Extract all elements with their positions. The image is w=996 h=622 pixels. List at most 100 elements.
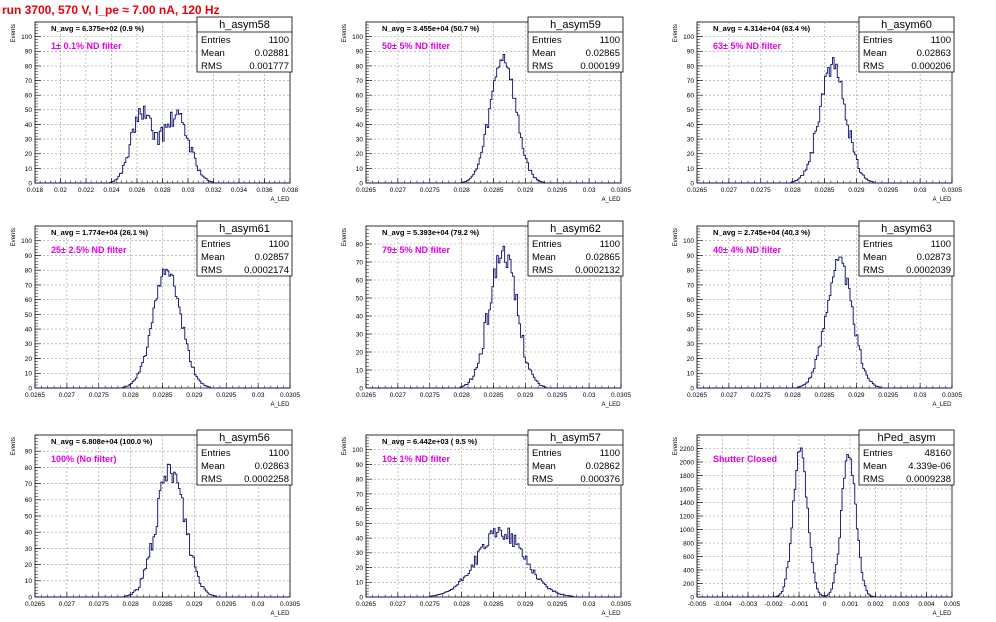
histogram-name: h_asym59 (550, 19, 601, 31)
stat-value: 1100 (600, 239, 620, 250)
x-tick-label: 0.018 (27, 187, 44, 194)
y-axis-label: Events (673, 437, 679, 455)
x-tick-label: 0.004 (918, 601, 935, 608)
y-tick-label: 100 (683, 34, 694, 41)
stat-value: 0.02863 (917, 48, 951, 59)
y-tick-label: 20 (356, 565, 364, 572)
stat-value: 0.02881 (255, 48, 289, 59)
x-axis-label: A_LED (270, 611, 290, 617)
x-tick-label: -0.001 (790, 601, 809, 608)
y-tick-label: 2000 (680, 459, 695, 466)
x-tick-label: 0.027 (59, 392, 76, 399)
histogram-line-hPed_asym (697, 447, 952, 598)
stat-label: Entries (201, 35, 231, 46)
x-tick-label: 0.028 (154, 187, 171, 194)
y-tick-label: 70 (356, 259, 364, 266)
y-tick-label: 800 (683, 540, 694, 547)
x-tick-label: 0.029 (186, 392, 203, 399)
y-tick-label: 1200 (680, 513, 695, 520)
y-tick-label: 40 (25, 326, 33, 333)
x-tick-label: 0.028 (122, 601, 139, 608)
y-tick-label: 90 (356, 49, 364, 56)
y-tick-label: 50 (25, 312, 33, 319)
x-tick-label: 0 (823, 601, 827, 608)
stat-value: 1100 (600, 448, 620, 459)
stats-box (858, 220, 955, 277)
x-tick-label: 0.0275 (751, 392, 771, 399)
y-tick-label: 90 (25, 49, 33, 56)
filter-note: 10± 1% ND filter (382, 454, 450, 464)
x-tick-label: 0.032 (205, 187, 222, 194)
stat-label: Mean (201, 461, 225, 472)
navg-label: N_avg = 6.442e+03 ( 9.5 %) (382, 437, 478, 446)
y-tick-label: 60 (356, 277, 364, 284)
filter-note: Shutter Closed (713, 454, 777, 464)
x-axis-label: A_LED (932, 402, 952, 408)
y-tick-label: 60 (25, 93, 33, 100)
y-tick-label: 10 (687, 371, 695, 378)
stat-value: 48160 (925, 448, 951, 459)
stats-box (527, 16, 624, 73)
navg-label: N_avg = 4.314e+04 (63.4 %) (713, 24, 811, 33)
stat-label: RMS (863, 265, 884, 276)
stat-value: 1100 (931, 239, 951, 250)
y-tick-label: 10 (25, 166, 33, 173)
y-tick-label: 1400 (680, 500, 695, 507)
y-tick-label: 0 (359, 385, 363, 392)
y-tick-label: 100 (352, 34, 363, 41)
stat-label: Mean (863, 252, 887, 263)
y-tick-label: 20 (25, 356, 33, 363)
x-tick-label: 0.0265 (25, 601, 45, 608)
navg-label: N_avg = 5.393e+04 (79.2 %) (382, 228, 480, 237)
stat-value: 0.0002039 (906, 265, 951, 276)
stat-label: RMS (863, 474, 884, 485)
histogram-line-h_asym60 (697, 57, 952, 184)
x-tick-label: 0.036 (256, 187, 273, 194)
stat-label: RMS (201, 265, 222, 276)
y-tick-label: 1800 (680, 473, 695, 480)
stats-box (196, 220, 293, 277)
y-tick-label: 100 (21, 34, 32, 41)
y-tick-label: 0 (359, 594, 363, 601)
stat-label: RMS (201, 474, 222, 485)
stat-label: RMS (532, 61, 553, 72)
y-axis-label: Events (11, 228, 17, 246)
x-tick-label: 0.027 (721, 187, 738, 194)
x-tick-label: 0.0285 (484, 601, 504, 608)
stat-label: Mean (863, 48, 887, 59)
x-tick-label: 0.005 (944, 601, 961, 608)
y-tick-label: 0 (28, 385, 32, 392)
stat-value: 0.02862 (586, 461, 620, 472)
y-tick-label: 0 (28, 180, 32, 187)
y-tick-label: 10 (687, 166, 695, 173)
stat-label: Mean (201, 48, 225, 59)
y-tick-label: 40 (356, 535, 364, 542)
y-tick-label: 50 (25, 513, 33, 520)
stat-value: 0.000376 (580, 474, 620, 485)
y-tick-label: 30 (25, 136, 33, 143)
x-tick-label: 0.02 (54, 187, 67, 194)
x-tick-label: 0.028 (784, 392, 801, 399)
stat-value: 1100 (269, 35, 289, 46)
y-tick-label: 10 (25, 371, 33, 378)
stat-label: Entries (201, 239, 231, 250)
stat-label: Mean (532, 252, 556, 263)
y-tick-label: 80 (25, 63, 33, 70)
x-tick-label: 0.0295 (547, 601, 567, 608)
y-axis-label: Events (11, 437, 17, 455)
x-tick-label: 0.0285 (153, 392, 173, 399)
y-tick-label: 0 (359, 180, 363, 187)
x-tick-label: 0.027 (721, 392, 738, 399)
histogram-name: h_asym62 (550, 223, 601, 235)
histogram-line-h_asym58 (35, 105, 290, 184)
y-tick-label: 30 (356, 550, 364, 557)
y-tick-label: 600 (683, 554, 694, 561)
y-tick-label: 50 (356, 107, 364, 114)
stat-value: 1100 (600, 35, 620, 46)
stats-box (858, 429, 955, 486)
x-tick-label: 0.0265 (687, 187, 707, 194)
run-title: run 3700, 570 V, I_pe ≈ 7.00 nA, 120 Hz (2, 3, 220, 17)
x-tick-label: 0.0275 (89, 601, 109, 608)
filter-note: 79± 5% ND filter (382, 245, 450, 255)
